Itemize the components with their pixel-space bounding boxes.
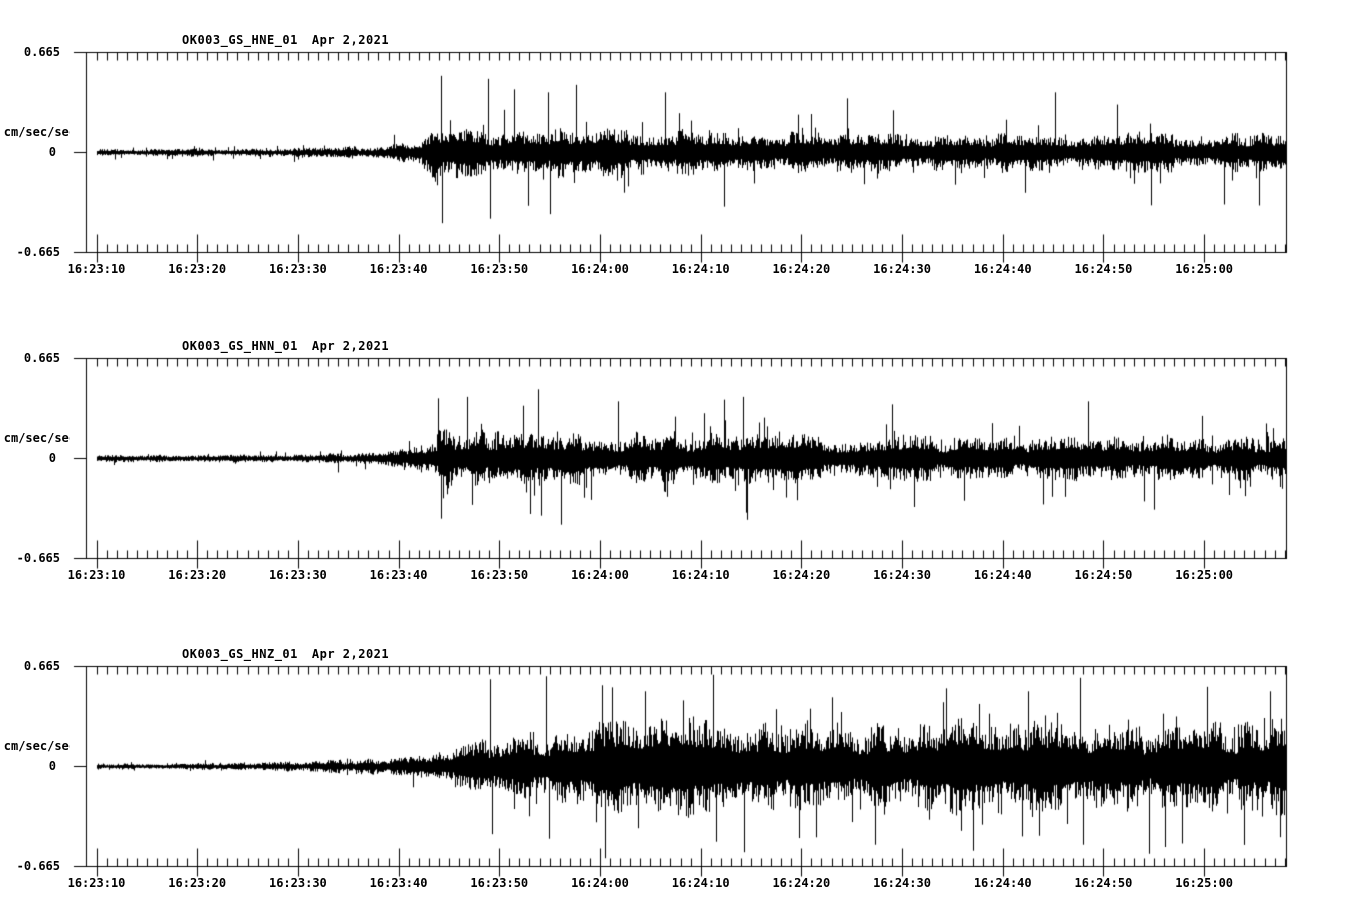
x-tick-label: 16:24:00 — [571, 262, 629, 276]
x-tick-label: 16:25:00 — [1175, 876, 1234, 890]
x-tick-label: 16:24:30 — [873, 262, 931, 276]
x-tick-label: 16:23:50 — [470, 262, 529, 276]
y-axis-zero-label: 0 — [48, 451, 56, 465]
x-tick-label: 16:24:30 — [873, 876, 931, 890]
trace-station-channel: OK003_GS_HNN_01 — [182, 339, 298, 353]
trace-title: OK003_GS_HNE_01 Apr 2,2021 — [182, 33, 389, 47]
y-axis-min-label: -0.665 — [16, 859, 60, 873]
trace-title: OK003_GS_HNZ_01 Apr 2,2021 — [182, 647, 389, 661]
x-axis-labels: 16:23:10 16:23:20 16:23:30 16:23:40 16:23:50… — [0, 263, 1358, 279]
seismogram-canvas-hnn — [70, 357, 1300, 573]
x-tick-label: 16:23:40 — [369, 262, 428, 276]
x-tick-label: 16:23:10 — [67, 568, 126, 582]
x-tick-label: 16:23:10 — [67, 262, 126, 276]
x-tick-label: 16:24:10 — [671, 262, 730, 276]
x-tick-label: 16:23:10 — [67, 876, 126, 890]
y-axis-units-label: cm/sec/sec — [3, 739, 76, 753]
x-tick-label: 16:23:40 — [369, 568, 428, 582]
x-tick-label: 16:24:20 — [772, 876, 831, 890]
y-axis-min-label: -0.665 — [16, 245, 60, 259]
x-tick-label: 16:24:20 — [772, 568, 831, 582]
trace-date: Apr 2,2021 — [311, 339, 390, 353]
x-tick-label: 16:23:30 — [268, 262, 327, 276]
x-tick-label: 16:23:20 — [168, 262, 227, 276]
trace-date: Apr 2,2021 — [311, 647, 390, 661]
x-tick-label: 16:24:40 — [973, 568, 1032, 582]
x-tick-label: 16:23:50 — [470, 876, 529, 890]
x-tick-label: 16:24:50 — [1074, 568, 1133, 582]
y-axis-max-label: 0.665 — [23, 659, 60, 673]
seismogram-canvas-hnz — [70, 665, 1300, 881]
x-tick-label: 16:24:00 — [571, 568, 629, 582]
x-tick-label: 16:23:20 — [168, 876, 227, 890]
y-axis-units-label: cm/sec/sec — [3, 125, 76, 139]
y-axis-zero-label: 0 — [48, 759, 56, 773]
x-tick-label: 16:24:50 — [1074, 262, 1133, 276]
x-axis-labels: 16:23:10 16:23:20 16:23:30 16:23:40 16:23:50… — [0, 877, 1358, 893]
x-tick-label: 16:24:20 — [772, 262, 831, 276]
x-tick-label: 16:23:20 — [168, 568, 227, 582]
trace-station-channel: OK003_GS_HNZ_01 — [182, 647, 298, 661]
x-tick-label: 16:23:50 — [470, 568, 529, 582]
y-axis-min-label: -0.665 — [16, 551, 60, 565]
y-axis-zero-label: 0 — [48, 145, 56, 159]
x-tick-label: 16:23:30 — [268, 876, 327, 890]
y-axis-max-label: 0.665 — [23, 351, 60, 365]
x-tick-label: 16:24:40 — [973, 262, 1032, 276]
x-tick-label: 16:24:10 — [671, 568, 730, 582]
seismogram-canvas-hne — [70, 51, 1300, 267]
x-axis-labels: 16:23:10 16:23:20 16:23:30 16:23:40 16:23:50… — [0, 569, 1358, 585]
x-tick-label: 16:25:00 — [1175, 568, 1234, 582]
trace-date: Apr 2,2021 — [311, 33, 390, 47]
x-tick-label: 16:23:30 — [268, 568, 327, 582]
y-axis-max-label: 0.665 — [23, 45, 60, 59]
x-tick-label: 16:24:10 — [671, 876, 730, 890]
trace-title: OK003_GS_HNN_01 Apr 2,2021 — [182, 339, 389, 353]
x-tick-label: 16:24:40 — [973, 876, 1032, 890]
y-axis-units-label: cm/sec/sec — [3, 431, 76, 445]
x-tick-label: 16:25:00 — [1175, 262, 1234, 276]
trace-station-channel: OK003_GS_HNE_01 — [182, 33, 298, 47]
x-tick-label: 16:24:30 — [873, 568, 931, 582]
x-tick-label: 16:24:00 — [571, 876, 629, 890]
x-tick-label: 16:23:40 — [369, 876, 428, 890]
x-tick-label: 16:24:50 — [1074, 876, 1133, 890]
